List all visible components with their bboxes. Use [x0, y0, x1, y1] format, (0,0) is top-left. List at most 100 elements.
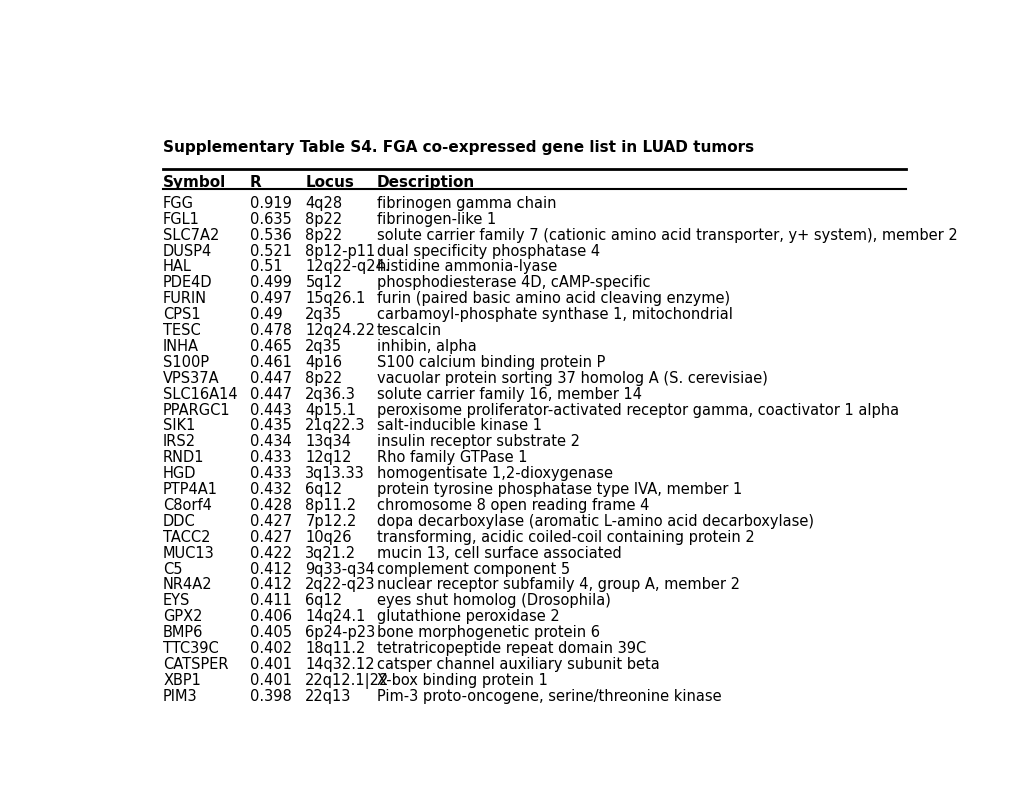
- Text: 0.635: 0.635: [250, 212, 291, 227]
- Text: Locus: Locus: [305, 175, 354, 190]
- Text: C8orf4: C8orf4: [163, 498, 212, 513]
- Text: 7p12.2: 7p12.2: [305, 514, 357, 529]
- Text: 0.401: 0.401: [250, 673, 291, 688]
- Text: catsper channel auxiliary subunit beta: catsper channel auxiliary subunit beta: [376, 657, 658, 672]
- Text: R: R: [250, 175, 262, 190]
- Text: 0.411: 0.411: [250, 593, 291, 608]
- Text: 2q36.3: 2q36.3: [305, 387, 356, 402]
- Text: 0.401: 0.401: [250, 657, 291, 672]
- Text: bone morphogenetic protein 6: bone morphogenetic protein 6: [376, 625, 599, 640]
- Text: eyes shut homolog (Drosophila): eyes shut homolog (Drosophila): [376, 593, 609, 608]
- Text: 3q13.33: 3q13.33: [305, 466, 365, 481]
- Text: 12q12: 12q12: [305, 450, 352, 465]
- Text: 2q35: 2q35: [305, 339, 342, 354]
- Text: 18q11.2: 18q11.2: [305, 641, 366, 656]
- Text: HAL: HAL: [163, 259, 192, 274]
- Text: 10q26: 10q26: [305, 530, 352, 545]
- Text: nuclear receptor subfamily 4, group A, member 2: nuclear receptor subfamily 4, group A, m…: [376, 578, 739, 593]
- Text: IRS2: IRS2: [163, 434, 196, 449]
- Text: transforming, acidic coiled-coil containing protein 2: transforming, acidic coiled-coil contain…: [376, 530, 753, 545]
- Text: 0.497: 0.497: [250, 292, 291, 307]
- Text: 0.402: 0.402: [250, 641, 291, 656]
- Text: BMP6: BMP6: [163, 625, 203, 640]
- Text: 22q12.1|22: 22q12.1|22: [305, 673, 389, 689]
- Text: EYS: EYS: [163, 593, 191, 608]
- Text: RND1: RND1: [163, 450, 205, 465]
- Text: CPS1: CPS1: [163, 307, 201, 322]
- Text: 12q24.22: 12q24.22: [305, 323, 375, 338]
- Text: 8p11.2: 8p11.2: [305, 498, 356, 513]
- Text: 0.427: 0.427: [250, 514, 291, 529]
- Text: Rho family GTPase 1: Rho family GTPase 1: [376, 450, 527, 465]
- Text: furin (paired basic amino acid cleaving enzyme): furin (paired basic amino acid cleaving …: [376, 292, 729, 307]
- Text: 0.412: 0.412: [250, 562, 291, 577]
- Text: 0.443: 0.443: [250, 403, 291, 418]
- Text: fibrinogen gamma chain: fibrinogen gamma chain: [376, 196, 555, 211]
- Text: Description: Description: [376, 175, 474, 190]
- Text: 8p12-p11: 8p12-p11: [305, 243, 375, 258]
- Text: 0.398: 0.398: [250, 689, 291, 704]
- Text: PPARGC1: PPARGC1: [163, 403, 230, 418]
- Text: Supplementary Table S4. FGA co-expressed gene list in LUAD tumors: Supplementary Table S4. FGA co-expressed…: [163, 140, 753, 155]
- Text: DUSP4: DUSP4: [163, 243, 212, 258]
- Text: dopa decarboxylase (aromatic L-amino acid decarboxylase): dopa decarboxylase (aromatic L-amino aci…: [376, 514, 813, 529]
- Text: 0.434: 0.434: [250, 434, 291, 449]
- Text: PTP4A1: PTP4A1: [163, 482, 218, 497]
- Text: 21q22.3: 21q22.3: [305, 418, 366, 433]
- Text: vacuolar protein sorting 37 homolog A (S. cerevisiae): vacuolar protein sorting 37 homolog A (S…: [376, 371, 766, 386]
- Text: 3q21.2: 3q21.2: [305, 545, 356, 560]
- Text: 4q28: 4q28: [305, 196, 342, 211]
- Text: 0.478: 0.478: [250, 323, 291, 338]
- Text: PDE4D: PDE4D: [163, 275, 213, 290]
- Text: 4p15.1: 4p15.1: [305, 403, 356, 418]
- Text: mucin 13, cell surface associated: mucin 13, cell surface associated: [376, 545, 621, 560]
- Text: 2q35: 2q35: [305, 307, 342, 322]
- Text: 9q33-q34: 9q33-q34: [305, 562, 375, 577]
- Text: FURIN: FURIN: [163, 292, 207, 307]
- Text: CATSPER: CATSPER: [163, 657, 228, 672]
- Text: 0.422: 0.422: [250, 545, 291, 560]
- Text: fibrinogen-like 1: fibrinogen-like 1: [376, 212, 495, 227]
- Text: NR4A2: NR4A2: [163, 578, 213, 593]
- Text: 0.433: 0.433: [250, 450, 291, 465]
- Text: protein tyrosine phosphatase type IVA, member 1: protein tyrosine phosphatase type IVA, m…: [376, 482, 741, 497]
- Text: glutathione peroxidase 2: glutathione peroxidase 2: [376, 609, 558, 624]
- Text: DDC: DDC: [163, 514, 196, 529]
- Text: 0.447: 0.447: [250, 387, 291, 402]
- Text: 8p22: 8p22: [305, 212, 342, 227]
- Text: 5q12: 5q12: [305, 275, 342, 290]
- Text: 0.432: 0.432: [250, 482, 291, 497]
- Text: 6q12: 6q12: [305, 482, 342, 497]
- Text: 12q22-q24.: 12q22-q24.: [305, 259, 389, 274]
- Text: TTC39C: TTC39C: [163, 641, 219, 656]
- Text: 0.428: 0.428: [250, 498, 291, 513]
- Text: 0.447: 0.447: [250, 371, 291, 386]
- Text: GPX2: GPX2: [163, 609, 203, 624]
- Text: histidine ammonia-lyase: histidine ammonia-lyase: [376, 259, 556, 274]
- Text: 14q32.12: 14q32.12: [305, 657, 375, 672]
- Text: 0.919: 0.919: [250, 196, 291, 211]
- Text: 0.405: 0.405: [250, 625, 291, 640]
- Text: inhibin, alpha: inhibin, alpha: [376, 339, 476, 354]
- Text: X-box binding protein 1: X-box binding protein 1: [376, 673, 547, 688]
- Text: SLC7A2: SLC7A2: [163, 228, 219, 243]
- Text: 15q26.1: 15q26.1: [305, 292, 366, 307]
- Text: Symbol: Symbol: [163, 175, 226, 190]
- Text: 0.521: 0.521: [250, 243, 291, 258]
- Text: 0.412: 0.412: [250, 578, 291, 593]
- Text: 0.536: 0.536: [250, 228, 291, 243]
- Text: peroxisome proliferator-activated receptor gamma, coactivator 1 alpha: peroxisome proliferator-activated recept…: [376, 403, 898, 418]
- Text: XBP1: XBP1: [163, 673, 201, 688]
- Text: dual specificity phosphatase 4: dual specificity phosphatase 4: [376, 243, 599, 258]
- Text: TACC2: TACC2: [163, 530, 210, 545]
- Text: 4p16: 4p16: [305, 355, 342, 370]
- Text: 0.461: 0.461: [250, 355, 291, 370]
- Text: C5: C5: [163, 562, 182, 577]
- Text: TESC: TESC: [163, 323, 201, 338]
- Text: 0.499: 0.499: [250, 275, 291, 290]
- Text: SLC16A14: SLC16A14: [163, 387, 237, 402]
- Text: 0.49: 0.49: [250, 307, 282, 322]
- Text: 6p24-p23: 6p24-p23: [305, 625, 375, 640]
- Text: carbamoyl-phosphate synthase 1, mitochondrial: carbamoyl-phosphate synthase 1, mitochon…: [376, 307, 732, 322]
- Text: 8p22: 8p22: [305, 228, 342, 243]
